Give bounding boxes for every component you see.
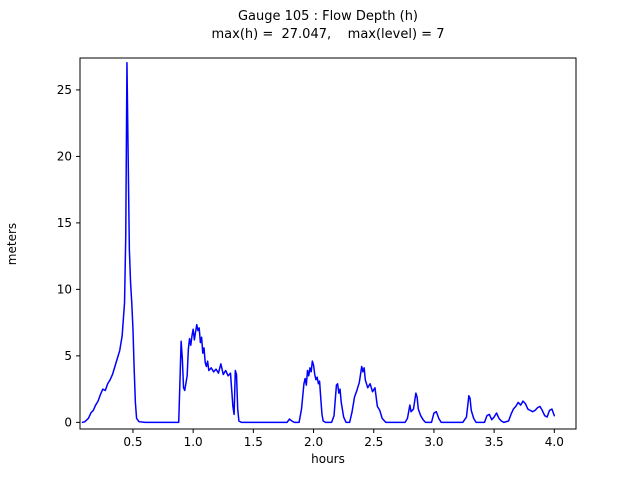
- y-tick-label: 15: [57, 216, 72, 230]
- chart-subtitle: max(h) = 27.047, max(level) = 7: [211, 27, 445, 42]
- y-tick-label: 20: [57, 149, 72, 163]
- y-tick-label: 5: [64, 349, 72, 363]
- x-tick-label: 1.5: [244, 435, 263, 449]
- x-tick-label: 1.0: [184, 435, 203, 449]
- chart-title-block: Gauge 105 : Flow Depth (h) max(h) = 27.0…: [80, 8, 576, 44]
- plot-area: [79, 57, 577, 430]
- x-tick-label: 0.5: [123, 435, 142, 449]
- y-tick-label: 25: [57, 83, 72, 97]
- x-tick-label: 3.5: [485, 435, 504, 449]
- x-tick-label: 2.0: [304, 435, 323, 449]
- y-tick-label: 0: [64, 415, 72, 429]
- y-tick-label: 10: [57, 282, 72, 296]
- x-tick-label: 2.5: [364, 435, 383, 449]
- x-axis-label: hours: [311, 452, 345, 466]
- chart-title: Gauge 105 : Flow Depth (h): [237, 9, 419, 24]
- y-axis-label: meters: [5, 222, 19, 266]
- x-tick-label: 4.0: [545, 435, 564, 449]
- flow-depth-line: [81, 61, 556, 424]
- x-tick-label: 3.0: [424, 435, 443, 449]
